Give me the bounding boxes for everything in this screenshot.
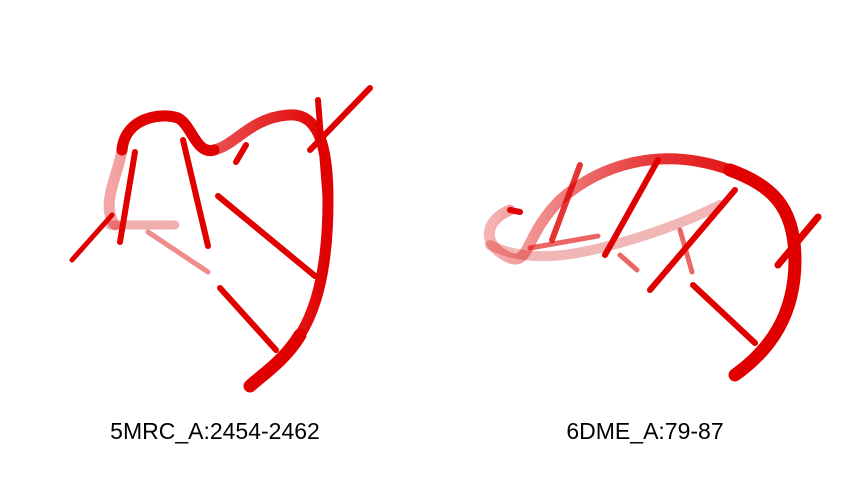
structure-panel-left: 5MRC_A:2454-2462 xyxy=(69,85,373,444)
rna-structure-5mrc xyxy=(69,85,373,393)
structure-label-right: 6DME_A:79-87 xyxy=(566,418,724,444)
rna-structure-6dme xyxy=(483,153,822,382)
structure-label-left: 5MRC_A:2454-2462 xyxy=(110,418,320,444)
structure-panel-right: 6DME_A:79-87 xyxy=(430,0,860,480)
